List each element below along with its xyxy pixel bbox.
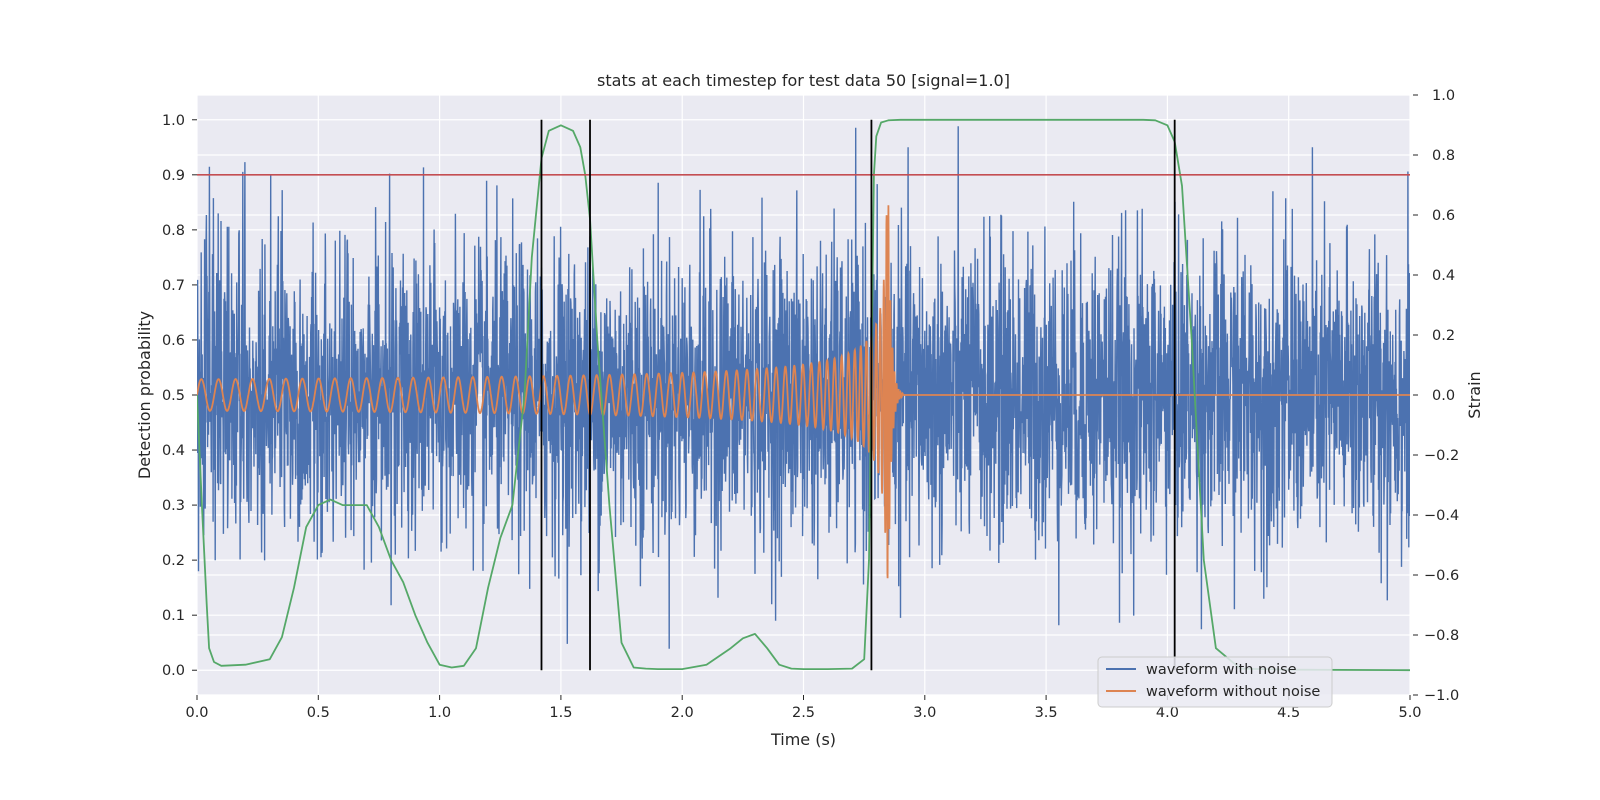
y-tick-label-7: 0.7 xyxy=(162,278,185,294)
y-tick-label-1: 0.1 xyxy=(162,608,185,624)
legend-label-clean: waveform without noise xyxy=(1146,684,1320,700)
y-tick-label-3: 0.3 xyxy=(162,498,185,514)
y2-tick-label-3: −0.4 xyxy=(1424,508,1459,524)
chart-title: stats at each timestep for test data 50 … xyxy=(597,71,1010,90)
y2-tick-label-1: −0.8 xyxy=(1424,628,1459,644)
axes: 0.0 0.5 1.0 1.5 2.0 2.5 3.0 3.5 4.0 4.5 5.0 0.0 0.1 0… xyxy=(162,88,1459,721)
y-tick-label-8: 0.8 xyxy=(162,223,185,239)
plot-content xyxy=(197,118,1410,672)
x-tick-label-6: 3.0 xyxy=(913,705,936,721)
series-line-waveform-without-noise xyxy=(197,205,1410,579)
y2-tick-label-2: −0.6 xyxy=(1424,568,1459,584)
y2-tick-label-6: 0.2 xyxy=(1432,328,1455,344)
legend-label-noisy: waveform with noise xyxy=(1146,662,1297,678)
x-tick-label-2: 1.0 xyxy=(428,705,451,721)
y2-tick-label-9: 0.8 xyxy=(1432,148,1455,164)
y2-tick-label-4: −0.2 xyxy=(1424,448,1459,464)
y2-tick-label-0: −1.0 xyxy=(1424,688,1459,704)
legend: waveform with noise waveform without noi… xyxy=(1097,656,1333,708)
y-tick-label-2: 0.2 xyxy=(162,553,185,569)
y-axis-label: Detection probability xyxy=(135,311,154,479)
legend-box xyxy=(1097,656,1333,708)
y2-axis-label: Strain xyxy=(1465,371,1484,418)
series-line-detection-probability xyxy=(197,118,1410,672)
x-tick-label-3: 1.5 xyxy=(549,705,572,721)
y2-tick-label-8: 0.6 xyxy=(1432,208,1455,224)
y-tick-label-10: 1.0 xyxy=(162,113,185,129)
x-tick-label-7: 3.5 xyxy=(1035,705,1058,721)
y-tick-label-0: 0.0 xyxy=(162,663,185,679)
y-tick-label-9: 0.9 xyxy=(162,168,185,184)
x-tick-label-5: 2.5 xyxy=(792,705,815,721)
x-tick-label-0: 0.0 xyxy=(185,705,208,721)
x-tick-label-4: 2.0 xyxy=(671,705,694,721)
series-layer xyxy=(197,118,1410,672)
x-tick-label-10: 5.0 xyxy=(1398,705,1421,721)
x-tick-label-1: 0.5 xyxy=(307,705,330,721)
x-axis-label: Time (s) xyxy=(770,730,836,749)
x-tick-label-8: 4.0 xyxy=(1156,705,1179,721)
x-tick-label-9: 4.5 xyxy=(1277,705,1300,721)
y-tick-label-6: 0.6 xyxy=(162,333,185,349)
y-tick-label-4: 0.4 xyxy=(162,443,185,459)
y2-tick-label-10: 1.0 xyxy=(1432,88,1455,104)
y-tick-label-5: 0.5 xyxy=(162,388,185,404)
y2-tick-label-7: 0.4 xyxy=(1432,268,1455,284)
y2-tick-label-5: 0.0 xyxy=(1432,388,1455,404)
event-markers xyxy=(540,119,1176,671)
